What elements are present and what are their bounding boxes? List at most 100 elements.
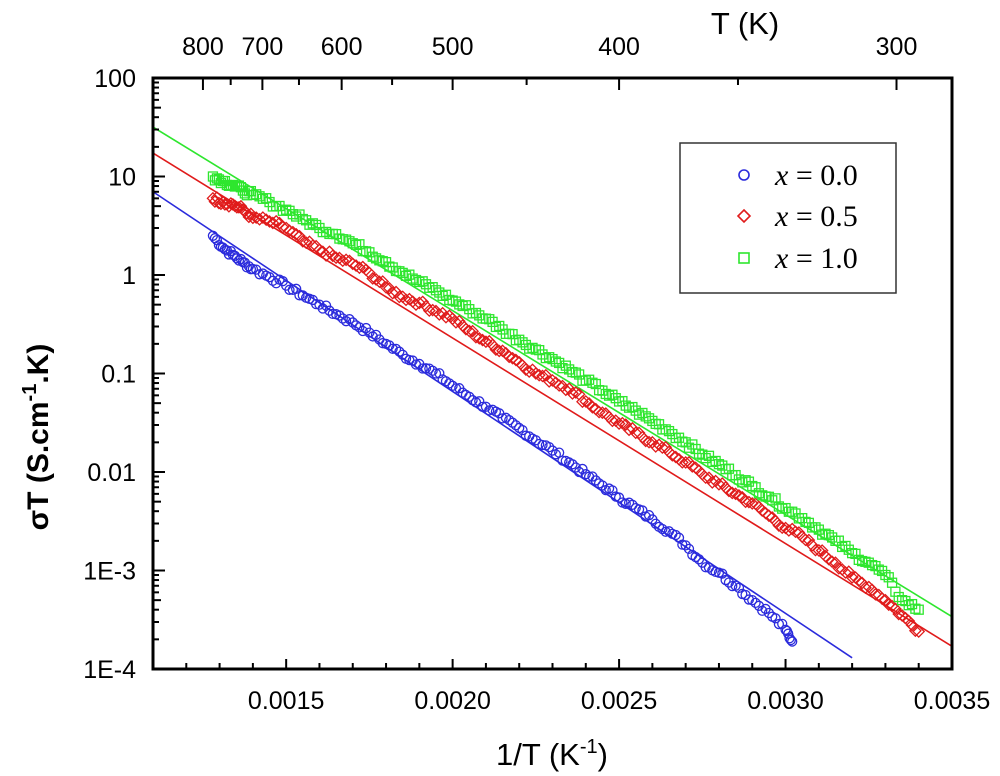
data-point-diamond bbox=[606, 414, 619, 428]
data-point-square bbox=[517, 337, 528, 348]
data-point-diamond bbox=[546, 374, 559, 387]
data-point-diamond bbox=[725, 486, 739, 500]
data-point-diamond bbox=[742, 495, 756, 509]
data-point-square bbox=[707, 456, 718, 468]
data-point-square bbox=[587, 377, 598, 388]
data-point-circle bbox=[517, 424, 528, 436]
data-point-diamond bbox=[762, 509, 776, 523]
data-point-diamond bbox=[462, 324, 476, 338]
data-point-circle bbox=[727, 580, 738, 592]
data-point-diamond bbox=[702, 471, 716, 485]
data-point-diamond bbox=[492, 344, 506, 358]
data-point-diamond bbox=[735, 490, 749, 504]
data-point-square bbox=[410, 274, 422, 286]
top-tick-label: 300 bbox=[876, 33, 918, 61]
data-point-diamond bbox=[329, 251, 343, 265]
data-point-diamond bbox=[665, 448, 679, 462]
data-points bbox=[206, 171, 926, 647]
data-point-diamond bbox=[269, 214, 283, 228]
legend-marker-diamond-icon bbox=[736, 208, 752, 224]
data-point-circle bbox=[637, 505, 648, 516]
legend-item-x-1-0: x = 1.0 bbox=[738, 242, 858, 275]
data-point-square bbox=[740, 475, 751, 486]
data-point-circle bbox=[334, 310, 345, 321]
data-point-square bbox=[474, 310, 485, 321]
data-point-square bbox=[800, 516, 811, 528]
data-point-square bbox=[603, 390, 615, 401]
data-point-circle bbox=[580, 469, 591, 480]
data-point-diamond bbox=[306, 239, 320, 253]
data-point-diamond bbox=[622, 423, 636, 437]
data-point-diamond bbox=[392, 290, 406, 304]
data-point-diamond bbox=[745, 496, 759, 510]
y-axis-title-tail: .K) bbox=[22, 344, 55, 384]
legend-label-x-1-0: x = 1.0 bbox=[774, 242, 858, 275]
data-point-diamond bbox=[379, 280, 393, 294]
data-point-square bbox=[590, 378, 601, 390]
data-point-square bbox=[703, 450, 715, 461]
data-point-diamond bbox=[712, 477, 726, 491]
data-point-diamond bbox=[596, 406, 609, 420]
data-point-square bbox=[850, 548, 861, 560]
data-point-diamond bbox=[369, 273, 383, 286]
data-point-circle bbox=[577, 463, 588, 475]
data-point-diamond bbox=[842, 565, 856, 579]
y-axis-ticks: 100 10 1 0.1 0.01 1E-3 1E-4 bbox=[83, 65, 165, 684]
data-point-diamond bbox=[529, 367, 543, 380]
data-point-diamond bbox=[685, 460, 699, 473]
data-point-diamond bbox=[313, 243, 326, 257]
data-point-circle bbox=[700, 562, 711, 573]
top-tick-label: 700 bbox=[242, 33, 284, 61]
data-point-circle bbox=[264, 272, 275, 283]
data-point-square bbox=[344, 236, 355, 247]
data-point-square bbox=[817, 529, 828, 540]
data-point-diamond bbox=[382, 281, 396, 295]
y-tick-label: 10 bbox=[108, 164, 136, 192]
data-point-square bbox=[434, 287, 445, 298]
data-point-diamond bbox=[655, 441, 669, 454]
x-tick-label: 0.0015 bbox=[248, 687, 324, 715]
data-point-diamond bbox=[865, 583, 879, 597]
data-point-diamond bbox=[892, 607, 906, 621]
data-point-square bbox=[913, 604, 924, 615]
data-point-diamond bbox=[409, 298, 423, 311]
data-point-square bbox=[823, 529, 834, 541]
data-point-square bbox=[620, 400, 631, 411]
data-point-square bbox=[424, 282, 435, 293]
data-point-circle bbox=[650, 518, 661, 529]
data-point-square bbox=[417, 276, 428, 287]
data-point-square bbox=[653, 419, 665, 430]
data-point-diamond bbox=[208, 195, 222, 209]
data-point-circle bbox=[390, 343, 402, 355]
data-point-circle bbox=[337, 313, 348, 324]
data-point-circle bbox=[347, 317, 358, 328]
data-point-diamond bbox=[882, 598, 896, 612]
data-point-square bbox=[567, 366, 578, 378]
data-point-square bbox=[647, 415, 658, 427]
fit-line bbox=[152, 152, 953, 647]
data-point-circle bbox=[743, 594, 755, 605]
y-tick-label: 1E-4 bbox=[83, 656, 136, 684]
data-point-circle bbox=[327, 308, 338, 320]
x-tick-label: 0.0035 bbox=[914, 687, 990, 715]
data-point-square bbox=[430, 285, 442, 296]
data-point-diamond bbox=[669, 450, 683, 464]
data-point-square bbox=[773, 501, 785, 512]
data-point-square bbox=[846, 548, 858, 559]
data-point-diamond bbox=[615, 416, 629, 430]
data-point-diamond bbox=[426, 303, 440, 317]
data-point-square bbox=[820, 528, 831, 539]
data-point-circle bbox=[510, 420, 522, 431]
data-point-square bbox=[880, 569, 891, 581]
data-point-square bbox=[507, 328, 518, 340]
data-point-square bbox=[890, 586, 901, 597]
data-point-square bbox=[733, 474, 745, 485]
fit-line bbox=[152, 126, 953, 618]
data-point-square bbox=[747, 480, 758, 492]
data-point-square bbox=[490, 321, 502, 333]
fit-line bbox=[152, 191, 853, 659]
data-point-diamond bbox=[502, 350, 516, 364]
data-point-circle bbox=[777, 618, 788, 630]
data-point-circle bbox=[284, 284, 295, 295]
